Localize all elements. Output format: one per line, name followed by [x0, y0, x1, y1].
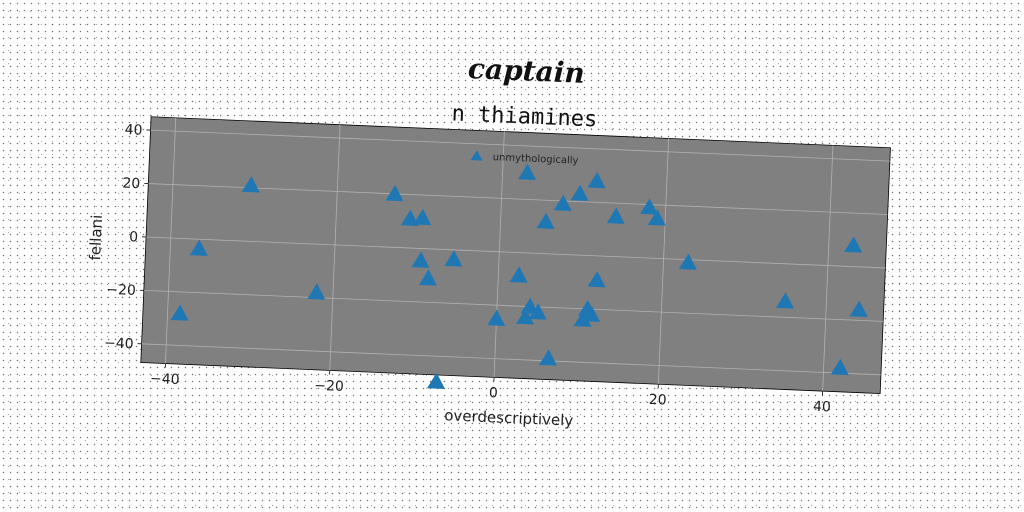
data-point-triangle: [241, 176, 260, 193]
data-point-triangle: [426, 372, 445, 389]
x-tick-label: −20: [314, 378, 344, 395]
data-point-triangle: [582, 305, 601, 322]
plot-area: [140, 116, 891, 394]
data-point-triangle: [528, 303, 547, 320]
y-grid-line: [146, 236, 886, 269]
data-point-triangle: [418, 269, 437, 286]
data-point-triangle: [509, 266, 528, 283]
x-grid-line: [165, 117, 177, 364]
data-point-triangle: [553, 194, 572, 211]
x-grid-line: [657, 138, 670, 385]
data-point-triangle: [385, 184, 404, 202]
y-tick-label: 40: [124, 122, 142, 139]
legend: unmythologically: [470, 150, 579, 167]
data-point-triangle: [587, 171, 606, 189]
data-point-triangle: [587, 270, 606, 288]
x-tick-label: 0: [489, 385, 499, 401]
data-point-triangle: [487, 309, 506, 326]
data-points: [170, 163, 868, 389]
data-point-triangle: [775, 292, 794, 309]
y-axis-label: fellani: [86, 214, 106, 260]
data-point-triangle: [170, 304, 189, 321]
chart-title: captain: [467, 52, 585, 90]
data-point-triangle: [444, 250, 463, 267]
data-point-triangle: [536, 212, 555, 229]
data-point-triangle: [606, 207, 625, 224]
data-point-triangle: [849, 300, 868, 318]
x-grid-line: [822, 145, 834, 392]
grid-lines: [141, 117, 890, 392]
y-tick-label: 0: [129, 229, 139, 245]
axis-ticks: −40 −20 0 20 40 −40 −20 0 20 40: [104, 122, 832, 416]
x-grid-line: [329, 124, 341, 371]
data-point-triangle: [400, 209, 419, 226]
data-point-triangle: [518, 163, 537, 181]
y-tick-label: −40: [104, 335, 134, 352]
y-tick-label: −20: [106, 282, 136, 299]
data-point-triangle: [844, 236, 863, 253]
x-tick-label: 20: [648, 392, 666, 409]
legend-label: unmythologically: [492, 152, 578, 167]
x-grid-line: [493, 131, 505, 378]
chart-subtitle: n thiamines: [451, 101, 598, 132]
y-grid-line: [150, 129, 890, 162]
y-grid-line: [141, 343, 881, 376]
data-point-triangle: [678, 253, 697, 270]
data-point-triangle: [539, 349, 558, 366]
x-tick-label: −40: [150, 371, 180, 388]
data-point-triangle: [516, 308, 535, 325]
data-point-triangle: [640, 198, 659, 215]
data-point-triangle: [647, 209, 666, 226]
chart-group: captain n thiamines −40 −20 0 20 40 −40 −20 0 20…: [86, 52, 891, 430]
data-point-triangle: [830, 358, 849, 376]
data-point-triangle: [411, 251, 430, 268]
data-point-triangle: [189, 239, 208, 256]
y-tick-label: 20: [122, 175, 140, 192]
data-point-triangle: [307, 283, 326, 300]
legend-marker-icon: [470, 150, 483, 161]
x-tick-label: 40: [813, 399, 831, 416]
x-axis-label: overdescriptively: [444, 406, 574, 429]
y-grid-line: [148, 183, 888, 215]
data-point-triangle: [570, 184, 589, 201]
y-grid-line: [143, 290, 884, 322]
data-point-triangle: [573, 310, 592, 327]
data-point-triangle: [413, 208, 432, 226]
